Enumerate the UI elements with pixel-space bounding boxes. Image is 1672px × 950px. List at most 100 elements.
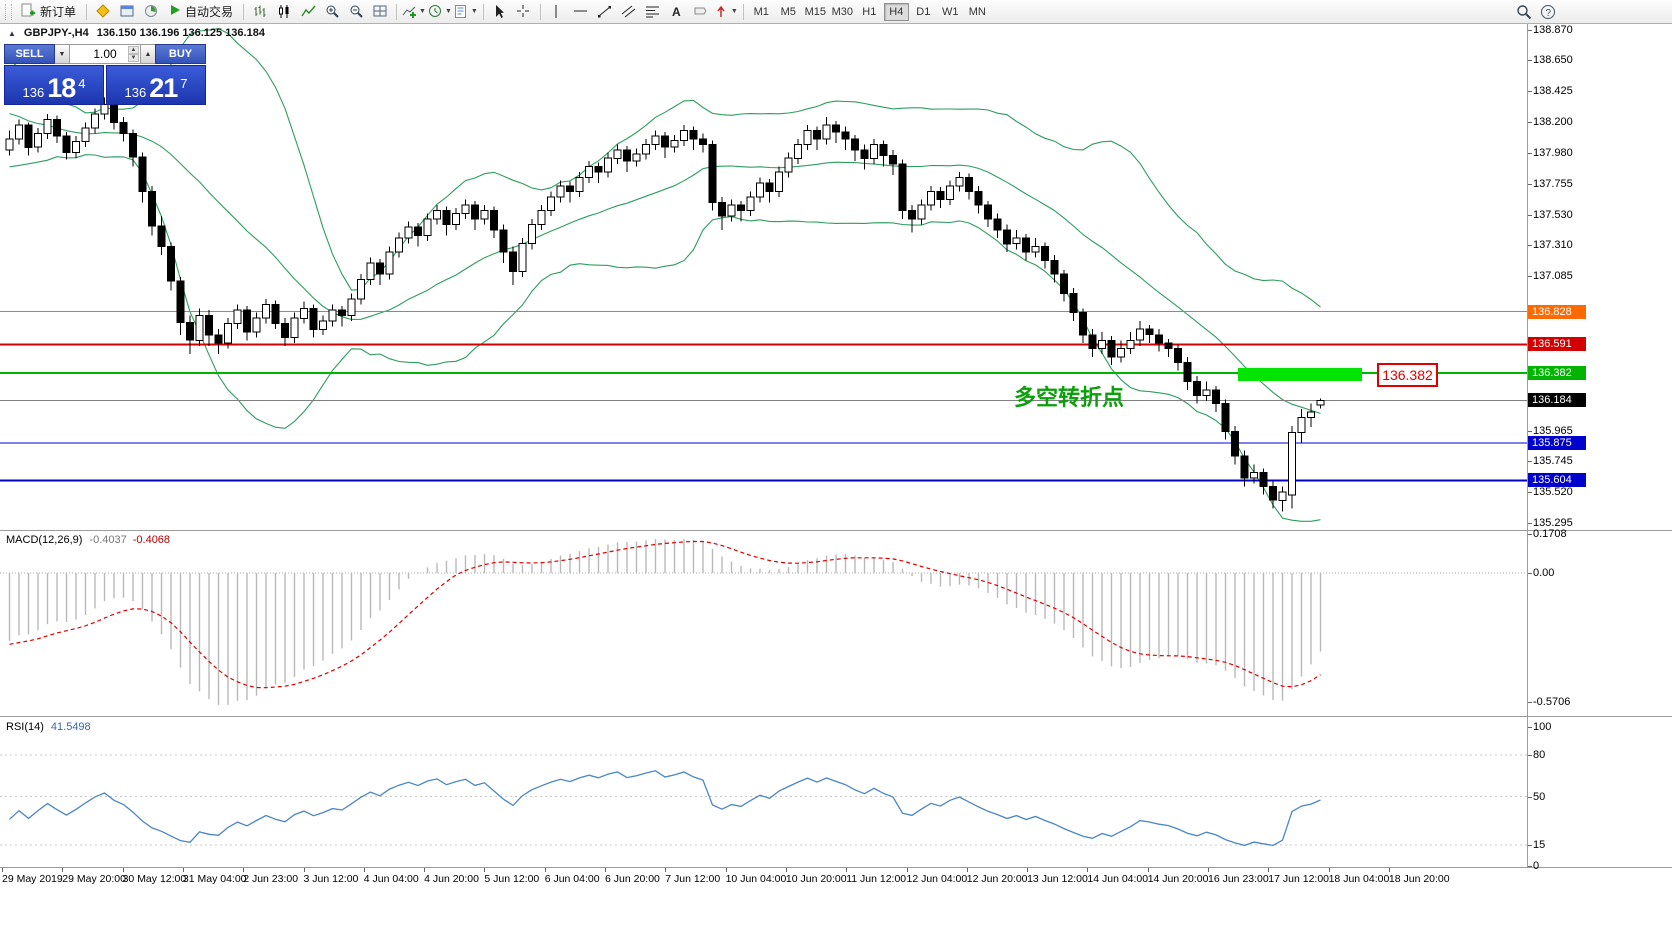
macd-pane-canvas[interactable] (0, 531, 1528, 716)
timeframe-button-m30[interactable]: M30 (831, 5, 853, 18)
timeframe-button-w1[interactable]: W1 (942, 5, 959, 18)
price-axis-label: 138.650 (1533, 54, 1573, 67)
buy-button[interactable]: BUY (155, 44, 206, 64)
candle-body (81, 127, 90, 143)
search-icon[interactable] (1513, 2, 1535, 22)
candle-body (5, 138, 14, 151)
sell-price-button[interactable]: 136 18 4 (4, 65, 104, 105)
timeframe-button-m15[interactable]: M15 (804, 5, 826, 18)
label-icon[interactable] (690, 2, 712, 22)
candlestick-chart-icon[interactable] (273, 2, 295, 22)
highlight-rectangle[interactable] (1238, 367, 1362, 381)
text-icon[interactable]: A (666, 2, 688, 22)
metaeditor-icon[interactable] (92, 2, 114, 22)
chart-ohlc-header: ▲ GBPJPY-,H4 136.150 136.196 136.125 136… (8, 27, 265, 39)
candle-body (680, 130, 688, 141)
rsi-axis-tick (1528, 866, 1532, 867)
price-axis-label: 137.310 (1533, 239, 1573, 252)
candle-body (414, 226, 422, 236)
candle-body (252, 317, 261, 333)
horizontal-line-icon[interactable] (570, 2, 592, 22)
main-chart-canvas[interactable]: 多空转折点 (0, 24, 1528, 530)
candle-body (642, 144, 650, 155)
rsi-pane-canvas[interactable] (0, 717, 1528, 867)
periods-icon[interactable]: ▼ (428, 2, 452, 22)
candle-body (1212, 389, 1220, 405)
bar-chart-icon[interactable] (249, 2, 271, 22)
candle-body (794, 144, 802, 159)
one-click-trading-panel: SELL ▼ 1.00 ▲ ▼ ▲ BUY 136 18 4 136 21 7 (4, 44, 206, 105)
volume-spinner: ▲ ▼ (128, 46, 139, 62)
timeframe-button-d1[interactable]: D1 (916, 5, 931, 18)
bollinger-middle-band (9, 113, 1321, 414)
volume-increase-button[interactable]: ▲ (141, 44, 155, 64)
candle-body (1003, 229, 1011, 245)
candle-body (651, 135, 660, 145)
timeframe-button-h1[interactable]: H1 (862, 5, 877, 18)
cursor-icon[interactable] (489, 2, 511, 22)
help-icon[interactable]: ? (1537, 2, 1559, 22)
trendline-icon[interactable] (594, 2, 616, 22)
timeframe-toolbar: M1 M5 M15 M30 H1 H4 D1 W1 MN (748, 2, 991, 21)
timeframe-button-mn[interactable]: MN (968, 5, 986, 18)
sell-price-prefix: 136 (22, 85, 45, 100)
toolbar-right-group: ? (1512, 2, 1560, 22)
time-axis-label: 30 May 12:00 (122, 873, 187, 885)
channel-icon[interactable] (618, 2, 640, 22)
candle-body (547, 196, 555, 212)
candle-body (376, 262, 384, 275)
price-axis-border (1527, 24, 1528, 868)
zoom-out-icon[interactable] (345, 2, 367, 22)
templates-icon[interactable]: ▼ (454, 2, 478, 22)
vertical-line-icon[interactable] (546, 2, 568, 22)
candle-body (509, 251, 517, 272)
buy-price-sup: 7 (180, 76, 188, 91)
price-callout-label[interactable]: 136.382 (1377, 363, 1438, 387)
candle-body (471, 204, 479, 220)
time-axis-tick (1147, 868, 1149, 872)
strategy-tester-icon[interactable] (140, 2, 162, 22)
zoom-in-icon[interactable] (321, 2, 343, 22)
candle-body (300, 308, 308, 319)
buy-price-button[interactable]: 136 21 7 (106, 65, 206, 105)
new-order-button[interactable]: 新订单 (16, 2, 81, 22)
time-axis-label: 18 Jun 04:00 (1328, 873, 1390, 885)
candle-body (110, 104, 118, 123)
price-axis-label: 138.200 (1533, 116, 1573, 129)
turning-point-annotation[interactable]: 多空转折点 (1014, 385, 1124, 410)
price-axis-label: 137.085 (1533, 270, 1573, 283)
spinner-down-icon[interactable]: ▼ (128, 54, 139, 62)
line-chart-icon[interactable] (297, 2, 319, 22)
time-axis-tick (1087, 868, 1089, 872)
pane-separator-rsi-time[interactable] (0, 867, 1672, 868)
pane-separator-main-macd[interactable] (0, 530, 1672, 531)
time-axis[interactable] (0, 868, 1672, 894)
crosshair-icon[interactable] (513, 2, 535, 22)
timeframe-button-m5[interactable]: M5 (780, 5, 796, 18)
pane-separator-macd-rsi[interactable] (0, 716, 1672, 717)
spinner-up-icon[interactable]: ▲ (128, 46, 139, 54)
candle-body (271, 303, 280, 325)
price-axis-tick (1528, 245, 1532, 247)
ohlc-toggle-icon[interactable]: ▲ (8, 28, 16, 38)
time-axis-tick (424, 868, 426, 872)
autotrading-button[interactable]: 自动交易 (164, 2, 238, 22)
candle-body (138, 156, 147, 192)
fibonacci-icon[interactable] (642, 2, 664, 22)
candle-body (537, 210, 546, 225)
toolbar-separator (539, 3, 541, 20)
indicators-icon[interactable]: ▼ (402, 2, 426, 22)
sell-button[interactable]: SELL (4, 44, 55, 64)
toolbar-grip[interactable] (5, 3, 12, 20)
volume-input[interactable]: 1.00 ▲ ▼ (69, 44, 141, 64)
tile-windows-icon[interactable] (369, 2, 391, 22)
candle-body (1288, 432, 1296, 496)
arrows-icon[interactable]: ▼ (714, 2, 738, 22)
candle-body (129, 132, 137, 158)
candle-body (689, 130, 698, 140)
volume-decrease-button[interactable]: ▼ (55, 44, 69, 64)
candle-body (556, 185, 565, 198)
terminal-icon[interactable] (116, 2, 138, 22)
timeframe-button-h4[interactable]: H4 (883, 2, 909, 21)
timeframe-button-m1[interactable]: M1 (753, 5, 769, 18)
